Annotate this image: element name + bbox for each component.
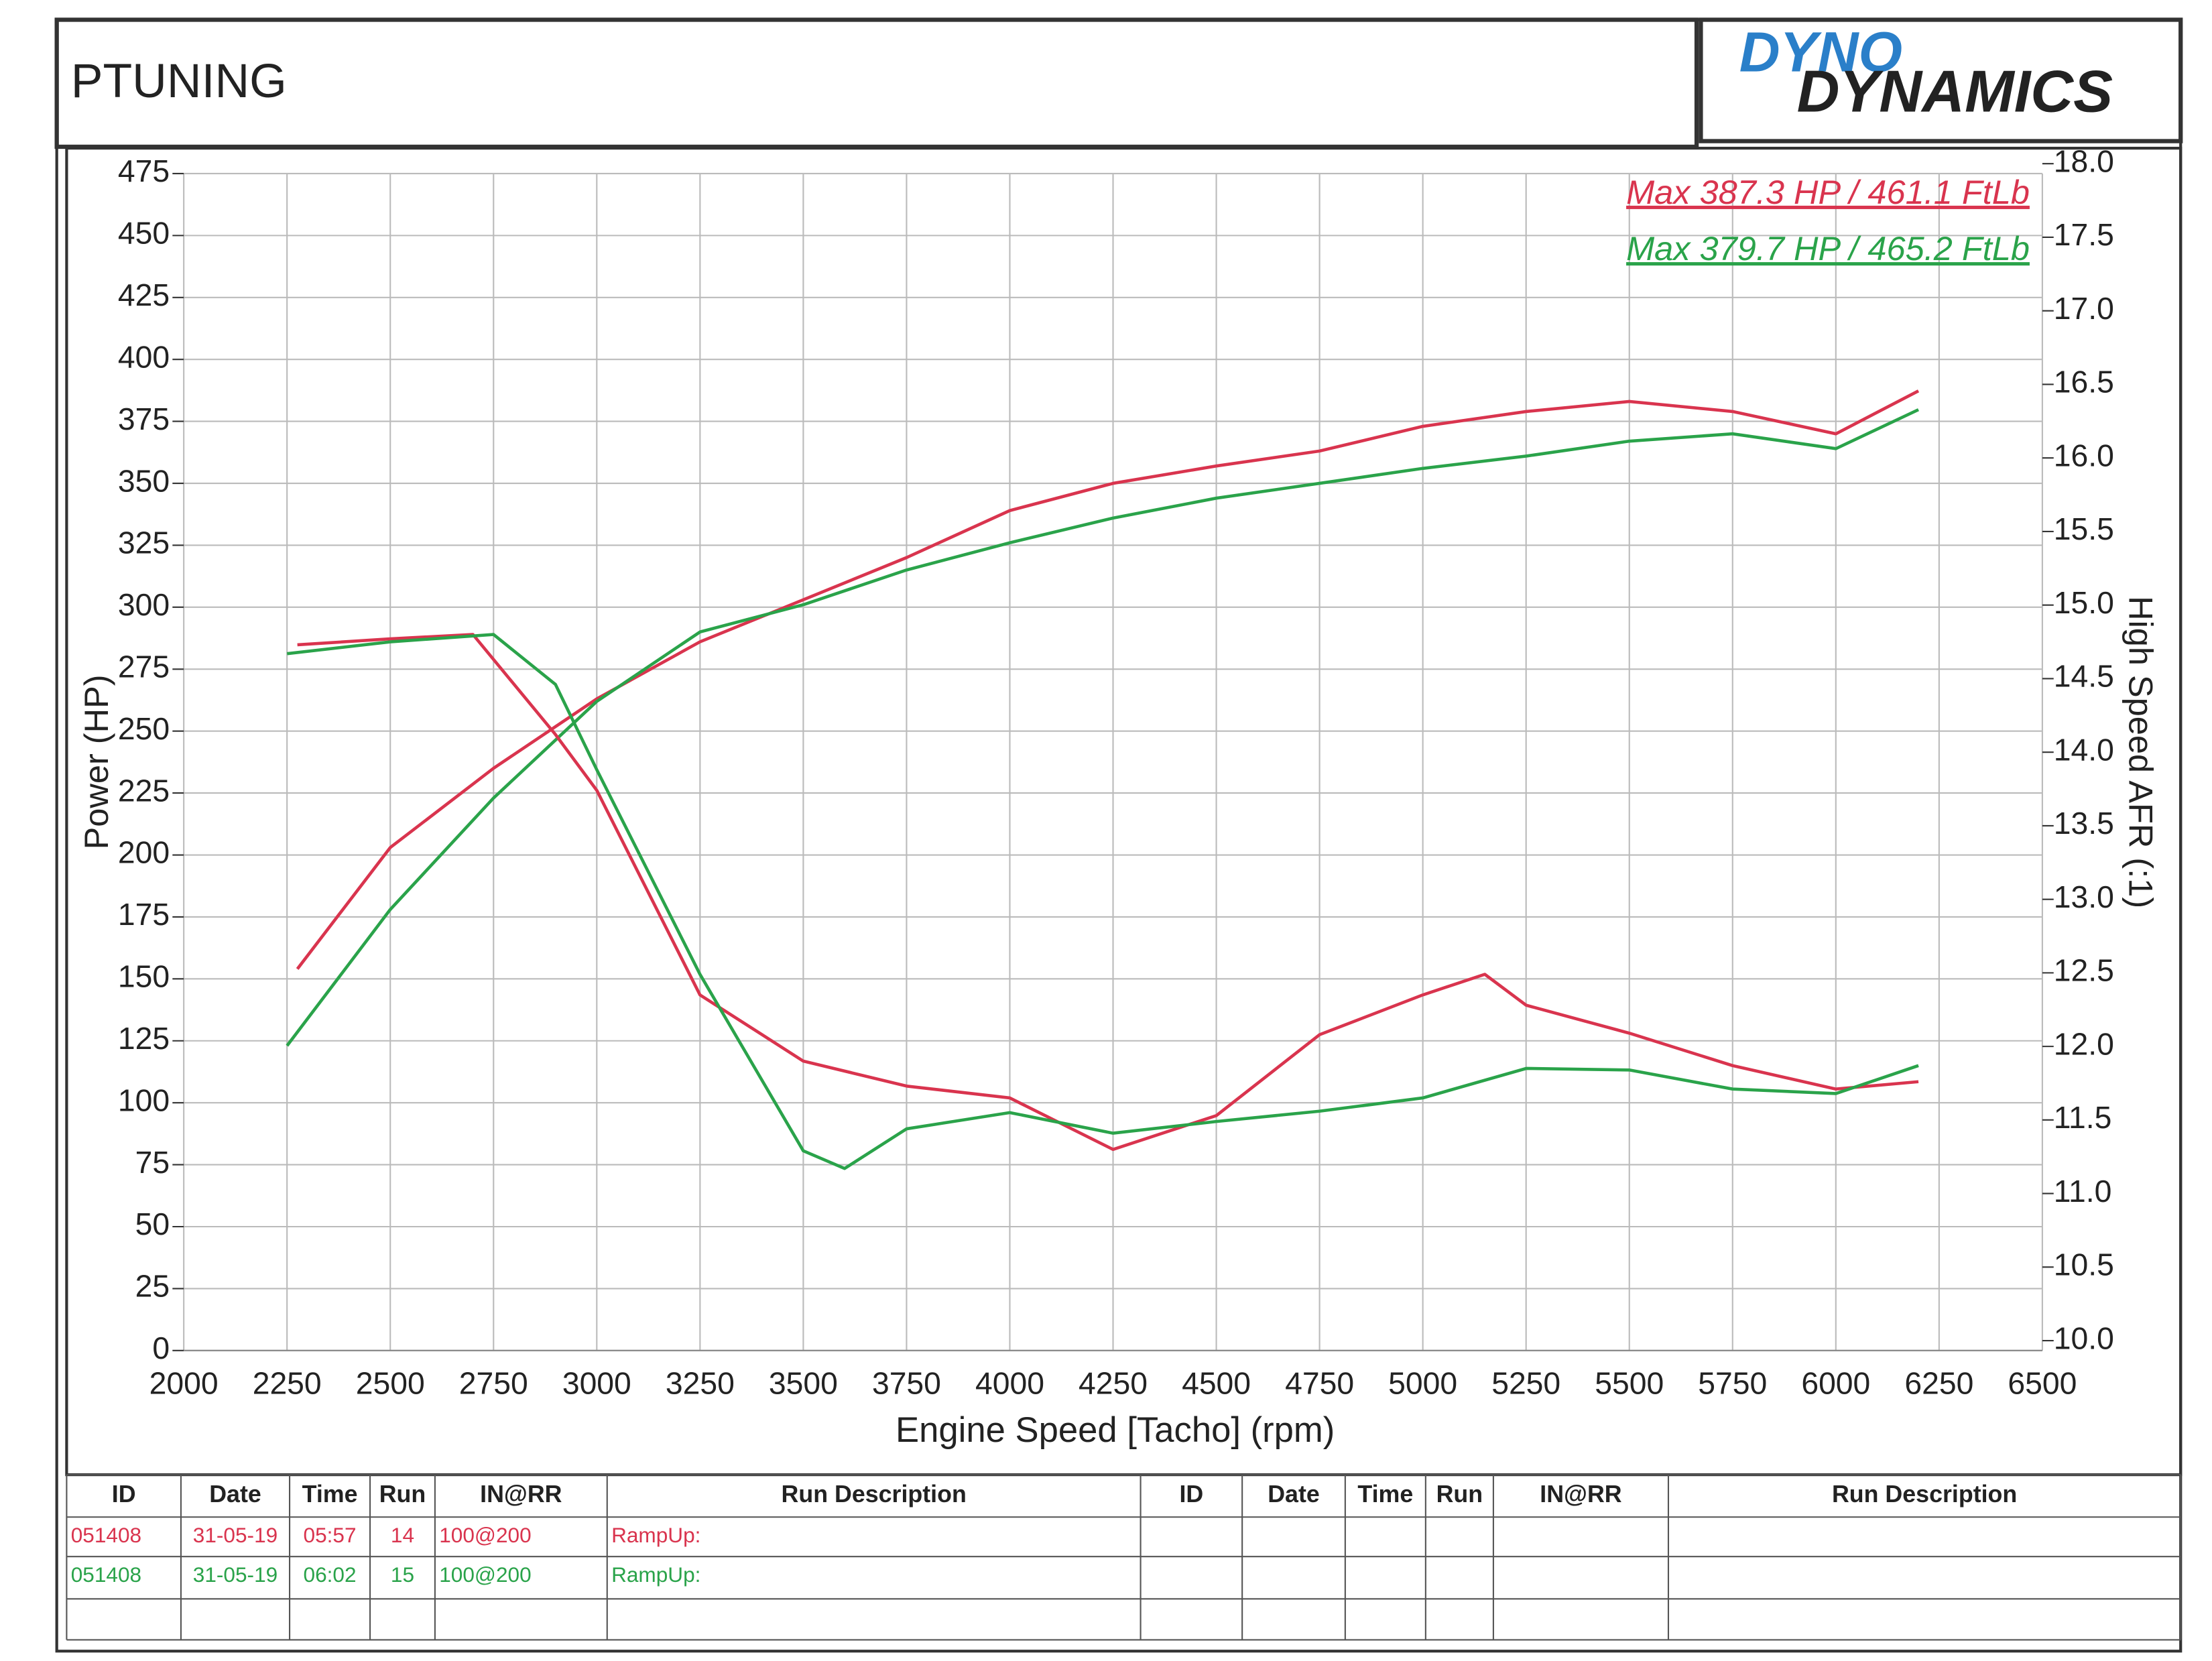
max-annotation: Max 379.7 HP / 465.2 FtLb bbox=[1626, 229, 2030, 267]
max-annotation: Max 387.3 HP / 461.1 FtLb bbox=[1626, 173, 2030, 211]
y-tick-label: 375 bbox=[118, 402, 170, 436]
y2-tick-label: 15.0 bbox=[2054, 585, 2114, 620]
table-cell: 051408 bbox=[71, 1562, 141, 1587]
logo-box bbox=[1699, 17, 2183, 143]
y2-tick-label: 11.0 bbox=[2054, 1174, 2112, 1209]
series-line bbox=[297, 633, 1919, 1152]
y2-tick-label: 18.0 bbox=[2054, 143, 2114, 178]
x-tick-label: 4250 bbox=[1079, 1366, 1148, 1401]
x-tick-label: 4500 bbox=[1182, 1366, 1251, 1401]
series-line bbox=[286, 633, 1919, 1170]
table-cell: 100@200 bbox=[439, 1523, 531, 1547]
y-tick-label: 425 bbox=[118, 278, 170, 312]
x-tick-label: 3000 bbox=[562, 1366, 631, 1401]
x-tick-label: 2000 bbox=[149, 1366, 219, 1401]
table-header: Run Description bbox=[782, 1481, 967, 1508]
table-header: Time bbox=[302, 1481, 358, 1508]
logo-top: DYNO bbox=[1739, 20, 1902, 83]
y-tick-label: 0 bbox=[152, 1331, 170, 1365]
y-tick-label: 25 bbox=[135, 1269, 170, 1304]
y-tick-label: 350 bbox=[118, 463, 170, 498]
table-header: Date bbox=[209, 1481, 261, 1508]
x-axis-label: Engine Speed [Tacho] (rpm) bbox=[896, 1410, 1335, 1450]
table-cell: 06:02 bbox=[304, 1562, 357, 1587]
x-tick-label: 2750 bbox=[459, 1366, 528, 1401]
y-tick-label: 75 bbox=[135, 1145, 170, 1180]
table-cell: 14 bbox=[391, 1523, 414, 1547]
series-line bbox=[296, 389, 1920, 970]
table-cell: 15 bbox=[391, 1562, 414, 1587]
table-header: ID bbox=[112, 1481, 136, 1508]
table-cell: 051408 bbox=[71, 1523, 141, 1547]
y2-tick-label: 15.5 bbox=[2054, 511, 2114, 546]
series-line bbox=[286, 408, 1920, 1047]
x-tick-label: 3500 bbox=[769, 1366, 838, 1401]
y2-tick-label: 10.0 bbox=[2054, 1320, 2114, 1355]
x-tick-label: 6500 bbox=[2008, 1366, 2077, 1401]
y-tick-label: 125 bbox=[118, 1021, 170, 1056]
x-tick-label: 6000 bbox=[1801, 1366, 1870, 1401]
y2-tick-label: 17.0 bbox=[2054, 291, 2114, 326]
table-header: IN@RR bbox=[1540, 1481, 1622, 1508]
y-tick-label: 200 bbox=[118, 835, 170, 870]
table-header: Time bbox=[1357, 1481, 1413, 1508]
table-header: Run bbox=[379, 1481, 426, 1508]
y-axis-label: Power (HP) bbox=[77, 674, 115, 849]
y2-tick-label: 12.5 bbox=[2054, 953, 2114, 988]
y2-tick-label: 13.0 bbox=[2054, 879, 2114, 914]
y2-tick-label: 13.5 bbox=[2054, 806, 2114, 841]
y2-tick-label: 11.5 bbox=[2054, 1100, 2112, 1135]
x-tick-label: 2500 bbox=[356, 1366, 425, 1401]
table-header: Run Description bbox=[1832, 1481, 2017, 1508]
table-cell: 31-05-19 bbox=[193, 1562, 278, 1587]
y-tick-label: 300 bbox=[118, 587, 170, 622]
plot: 2000 2250 2500 2750 3000 3250 3500 3750 4000 4250… bbox=[118, 143, 2114, 1400]
x-tick-label: 5000 bbox=[1388, 1366, 1457, 1401]
table-header: Date bbox=[1268, 1481, 1320, 1508]
logo-bottom: DYNAMICS bbox=[1797, 58, 2113, 125]
y2-tick-label: 12.0 bbox=[2054, 1026, 2114, 1061]
y-tick-label: 175 bbox=[118, 897, 170, 932]
y2-tick-label: 16.0 bbox=[2054, 438, 2114, 473]
table-cell: RampUp: bbox=[611, 1523, 700, 1547]
y2-tick-label: 17.5 bbox=[2054, 217, 2114, 252]
header-box bbox=[54, 17, 1699, 149]
y-tick-label: 50 bbox=[135, 1207, 170, 1241]
y2-tick-label: 14.5 bbox=[2054, 659, 2114, 694]
y2-axis-label: High Speed AFR (:1) bbox=[2122, 596, 2160, 908]
table-header: Run bbox=[1436, 1481, 1483, 1508]
y2-tick-label: 16.5 bbox=[2054, 365, 2114, 399]
y-tick-label: 275 bbox=[118, 650, 170, 684]
table-cell: 100@200 bbox=[439, 1562, 531, 1587]
table-header: IN@RR bbox=[480, 1481, 562, 1508]
x-tick-label: 3750 bbox=[872, 1366, 941, 1401]
header-title: PTUNING bbox=[71, 54, 287, 108]
x-tick-label: 5750 bbox=[1698, 1366, 1767, 1401]
x-tick-label: 4000 bbox=[975, 1366, 1044, 1401]
y-tick-label: 450 bbox=[118, 216, 170, 251]
y2-tick-label: 14.0 bbox=[2054, 732, 2114, 767]
x-tick-label: 5500 bbox=[1595, 1366, 1664, 1401]
y-tick-label: 150 bbox=[118, 959, 170, 994]
y-tick-label: 100 bbox=[118, 1083, 170, 1117]
y-tick-label: 325 bbox=[118, 526, 170, 560]
y-tick-label: 400 bbox=[118, 339, 170, 374]
x-tick-label: 2250 bbox=[253, 1366, 322, 1401]
x-tick-label: 6250 bbox=[1904, 1366, 1973, 1401]
y-tick-label: 225 bbox=[118, 773, 170, 808]
table-cell: 31-05-19 bbox=[193, 1523, 278, 1547]
table-cell: 05:57 bbox=[304, 1523, 357, 1547]
y-tick-label: 475 bbox=[118, 153, 170, 188]
y-tick-label: 250 bbox=[118, 711, 170, 746]
x-tick-label: 3250 bbox=[666, 1366, 735, 1401]
x-tick-label: 5250 bbox=[1491, 1366, 1560, 1401]
x-tick-label: 4750 bbox=[1285, 1366, 1354, 1401]
table-cell: RampUp: bbox=[611, 1562, 700, 1587]
table-header: ID bbox=[1179, 1481, 1203, 1508]
y2-tick-label: 10.5 bbox=[2054, 1247, 2114, 1282]
run-table: ID Date Time Run IN@RR Run Description ID Date T… bbox=[66, 1474, 2182, 1641]
